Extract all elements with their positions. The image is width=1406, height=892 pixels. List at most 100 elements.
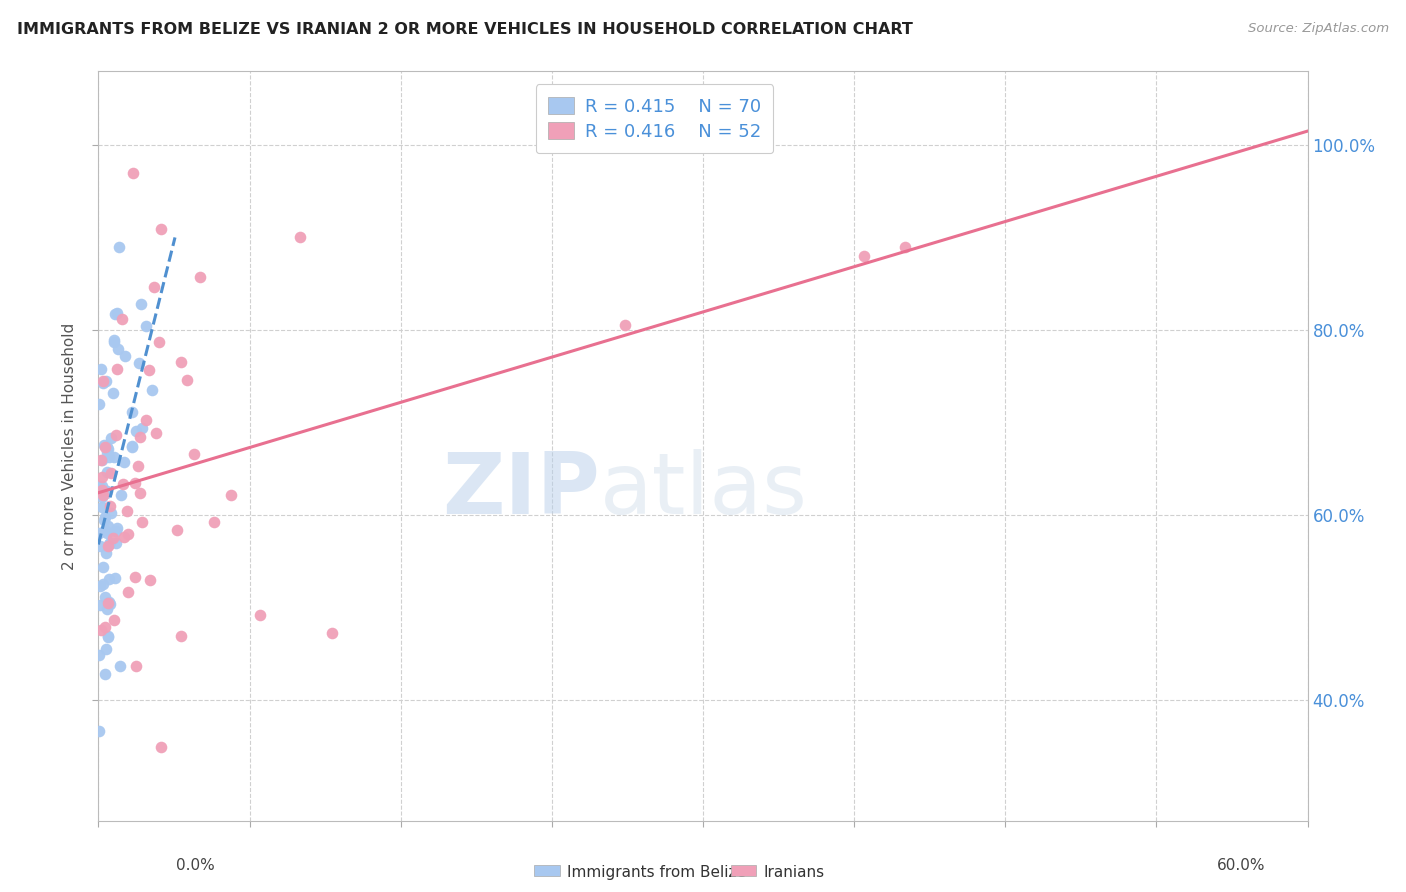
Point <box>249 607 271 622</box>
Point <box>91 576 114 591</box>
Point <box>97 442 120 457</box>
Point <box>149 739 172 754</box>
Point <box>94 590 117 604</box>
Point <box>124 570 146 584</box>
Point <box>94 440 117 454</box>
Point <box>853 249 876 263</box>
Point <box>121 441 143 455</box>
Point <box>107 521 129 535</box>
Point <box>89 539 111 553</box>
Point <box>98 598 121 612</box>
Point <box>127 458 149 473</box>
Point <box>108 240 131 254</box>
Point <box>97 629 120 643</box>
Point <box>89 648 111 663</box>
Point <box>91 469 114 483</box>
Point <box>94 667 117 681</box>
Point <box>145 426 167 441</box>
Point <box>131 516 153 530</box>
Point <box>105 306 128 320</box>
Point <box>121 439 143 453</box>
Point <box>138 363 160 377</box>
Point <box>96 440 118 454</box>
Point <box>91 376 114 391</box>
Point <box>124 475 146 490</box>
Y-axis label: 2 or more Vehicles in Household: 2 or more Vehicles in Household <box>62 322 77 570</box>
Point <box>129 486 152 500</box>
Point <box>166 523 188 537</box>
Point <box>90 500 112 514</box>
Point <box>96 601 118 615</box>
Point <box>190 269 212 284</box>
Point <box>94 620 117 634</box>
Point <box>148 334 170 349</box>
Text: 0.0%: 0.0% <box>176 858 215 872</box>
Point <box>121 405 143 419</box>
Point <box>104 307 127 321</box>
Point <box>89 579 111 593</box>
Point <box>103 613 125 627</box>
Point <box>112 476 135 491</box>
Point <box>96 486 118 500</box>
Point <box>89 397 111 411</box>
Point <box>114 349 136 363</box>
Point <box>87 526 110 541</box>
Text: Source: ZipAtlas.com: Source: ZipAtlas.com <box>1249 22 1389 36</box>
Point <box>94 642 117 657</box>
Point <box>893 240 915 254</box>
Point <box>105 536 128 550</box>
Point <box>93 513 115 527</box>
Point <box>125 424 148 438</box>
Point <box>94 374 117 388</box>
Point <box>141 383 163 397</box>
Point <box>107 342 129 356</box>
Point <box>117 526 139 541</box>
Point <box>97 450 120 464</box>
Point <box>105 428 128 442</box>
Point <box>87 724 110 739</box>
Point <box>125 658 148 673</box>
Point <box>97 572 120 586</box>
Point <box>108 658 131 673</box>
Point <box>89 599 111 613</box>
Point <box>321 625 343 640</box>
Point <box>101 531 124 545</box>
Text: Immigrants from Belize: Immigrants from Belize <box>567 865 745 880</box>
Point <box>91 374 114 388</box>
Point <box>100 535 122 549</box>
Text: IMMIGRANTS FROM BELIZE VS IRANIAN 2 OR MORE VEHICLES IN HOUSEHOLD CORRELATION CH: IMMIGRANTS FROM BELIZE VS IRANIAN 2 OR M… <box>17 22 912 37</box>
Point <box>97 596 120 610</box>
Point <box>91 488 114 502</box>
Point <box>90 623 112 637</box>
Point <box>97 630 120 644</box>
Point <box>131 421 153 435</box>
Text: Iranians: Iranians <box>763 865 824 880</box>
Point <box>96 445 118 459</box>
Point <box>89 479 111 493</box>
Point <box>90 452 112 467</box>
Point <box>149 222 172 236</box>
Point <box>117 584 139 599</box>
Point <box>115 503 138 517</box>
Point <box>104 524 127 538</box>
Point <box>96 525 118 540</box>
Point <box>202 515 225 529</box>
Point <box>98 500 121 514</box>
Point <box>135 413 157 427</box>
Point <box>103 450 125 464</box>
Point <box>100 506 122 520</box>
Point <box>94 523 117 537</box>
Point <box>97 537 120 551</box>
Text: atlas: atlas <box>600 450 808 533</box>
Point <box>96 465 118 479</box>
Point <box>90 483 112 497</box>
Point <box>139 573 162 587</box>
Text: 60.0%: 60.0% <box>1218 858 1265 872</box>
Point <box>110 488 132 502</box>
Point <box>97 519 120 533</box>
Point <box>613 318 636 332</box>
Point <box>91 453 114 467</box>
Point <box>100 466 122 480</box>
Text: ZIP: ZIP <box>443 450 600 533</box>
Point <box>170 629 193 643</box>
